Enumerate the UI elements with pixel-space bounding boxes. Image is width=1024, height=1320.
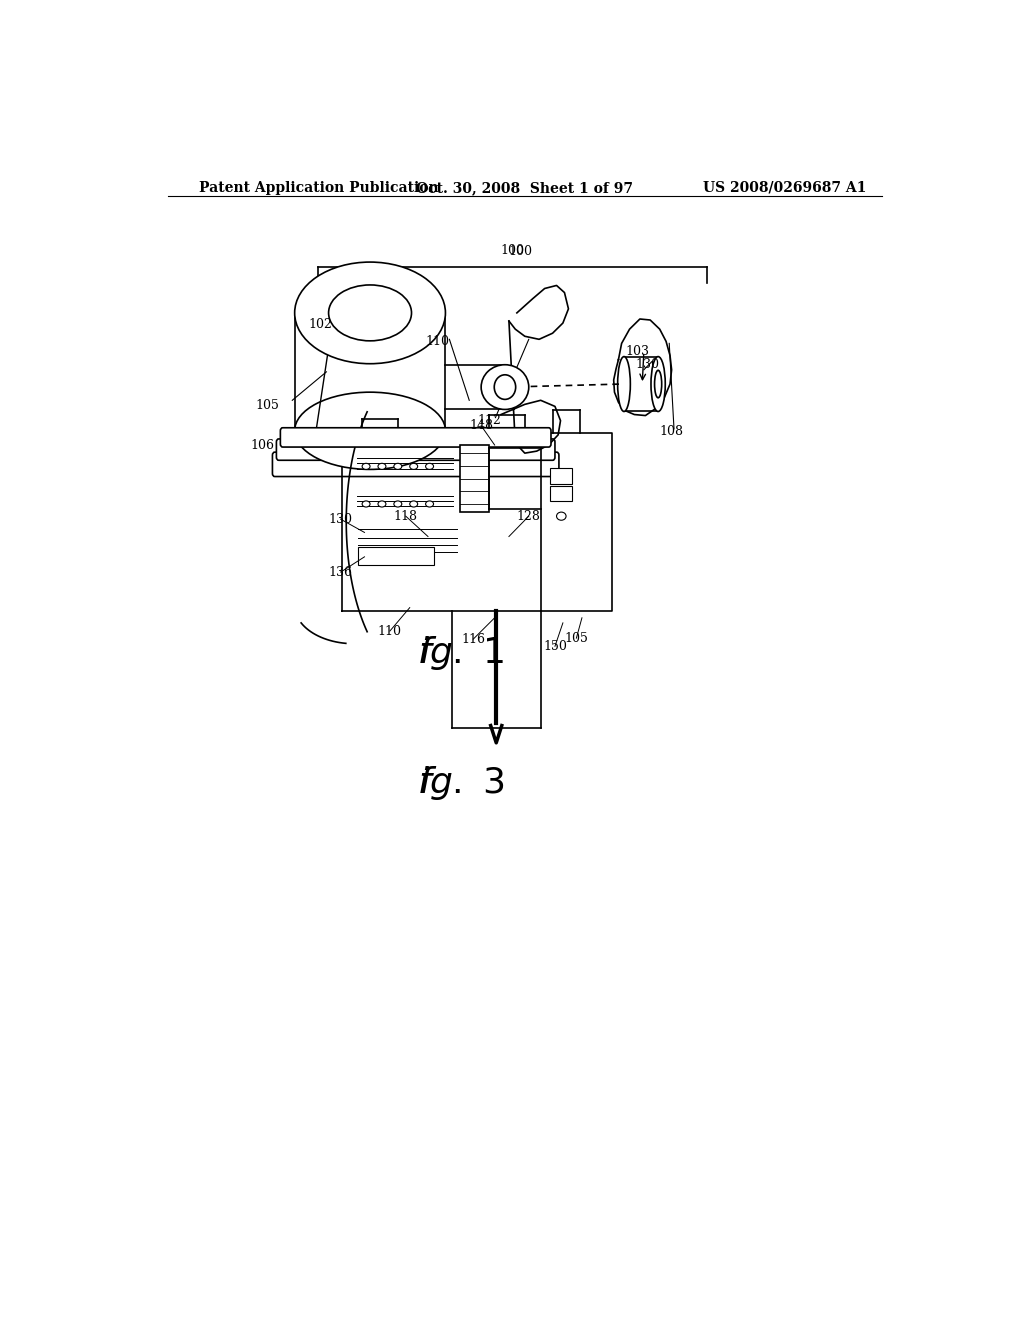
Ellipse shape <box>651 356 666 412</box>
Text: 108: 108 <box>659 425 684 438</box>
Text: Oct. 30, 2008  Sheet 1 of 97: Oct. 30, 2008 Sheet 1 of 97 <box>417 181 633 195</box>
Ellipse shape <box>378 500 386 507</box>
Ellipse shape <box>410 463 418 470</box>
Ellipse shape <box>295 263 445 364</box>
Text: 112: 112 <box>477 414 501 428</box>
Ellipse shape <box>410 500 418 507</box>
Text: $\mathit{f\!\!ig.\ 1}$: $\mathit{f\!\!ig.\ 1}$ <box>419 635 504 672</box>
Text: 148: 148 <box>469 420 494 432</box>
Text: 118: 118 <box>394 510 418 523</box>
Ellipse shape <box>495 375 516 400</box>
Ellipse shape <box>295 392 445 470</box>
Bar <box>550 469 572 483</box>
Ellipse shape <box>426 463 433 470</box>
Text: 103: 103 <box>626 345 649 358</box>
Ellipse shape <box>617 356 631 412</box>
Ellipse shape <box>329 285 412 341</box>
Text: 150: 150 <box>543 640 567 653</box>
Text: 100: 100 <box>501 244 525 257</box>
Ellipse shape <box>394 463 401 470</box>
FancyBboxPatch shape <box>272 453 559 477</box>
Text: 130: 130 <box>329 512 352 525</box>
FancyBboxPatch shape <box>281 428 551 447</box>
Text: 106: 106 <box>251 438 274 451</box>
Ellipse shape <box>481 364 528 409</box>
Text: 116: 116 <box>461 632 485 645</box>
Ellipse shape <box>557 512 566 520</box>
Ellipse shape <box>362 500 370 507</box>
Text: $\mathit{f\!\!ig.\ 3}$: $\mathit{f\!\!ig.\ 3}$ <box>418 764 505 803</box>
Ellipse shape <box>654 371 662 397</box>
Bar <box>550 486 572 500</box>
Bar <box>460 445 489 512</box>
Text: 136: 136 <box>329 565 352 578</box>
Bar <box>358 546 433 565</box>
Text: 130: 130 <box>636 358 659 371</box>
Text: US 2008/0269687 A1: US 2008/0269687 A1 <box>702 181 866 195</box>
Text: 105: 105 <box>564 632 589 644</box>
Text: 128: 128 <box>517 510 541 523</box>
Ellipse shape <box>378 463 386 470</box>
Ellipse shape <box>426 500 433 507</box>
Text: 110: 110 <box>426 335 450 348</box>
Text: Patent Application Publication: Patent Application Publication <box>200 181 439 195</box>
Ellipse shape <box>362 463 370 470</box>
FancyBboxPatch shape <box>276 440 555 461</box>
Ellipse shape <box>394 500 401 507</box>
Text: 102: 102 <box>309 318 333 330</box>
Text: 110: 110 <box>378 624 401 638</box>
Text: 105: 105 <box>255 399 279 412</box>
Text: 100: 100 <box>509 246 532 259</box>
